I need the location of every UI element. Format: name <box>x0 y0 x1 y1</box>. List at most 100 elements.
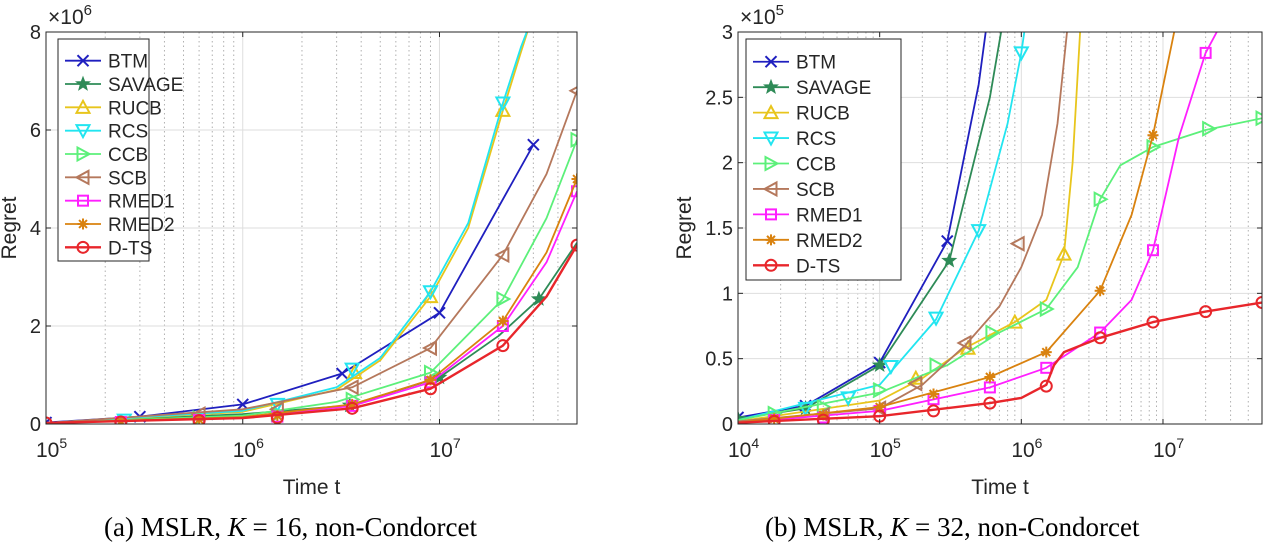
y-exponent-label: ×105 <box>740 2 784 29</box>
x-tick-label: 107 <box>429 435 460 462</box>
data-point-CCB <box>570 131 577 148</box>
legend-item-SAVAGE: SAVAGE <box>753 78 871 99</box>
data-point-D-TS <box>192 414 206 424</box>
legend-marker-RUCB <box>74 98 92 114</box>
data-point-RUCB <box>1006 313 1024 329</box>
series-CCB <box>738 110 1262 422</box>
legend-item-CCB: CCB <box>753 155 836 176</box>
series-SCB <box>738 32 1068 424</box>
legend-item-RMED1: RMED1 <box>753 205 863 226</box>
data-point-RMED2 <box>497 315 509 327</box>
ticks-b: 0 0.5 1 1.5 2 2.5 3 104 105 106 107 <box>705 22 1262 462</box>
legend-marker-RMED1 <box>765 208 777 221</box>
legend-label-RMED1: RMED1 <box>796 205 863 226</box>
data-point-RCS <box>422 285 439 301</box>
chart-b: 0 0.5 1 1.5 2 2.5 3 104 105 106 107 ×105 Time t Regre… <box>673 2 1263 499</box>
data-point-D-TS <box>1199 305 1213 319</box>
legend-marker-SCB <box>762 180 778 198</box>
legend-marker-SAVAGE <box>762 78 780 94</box>
data-point-RMED1 <box>1040 361 1053 374</box>
data-point-D-TS <box>927 404 941 418</box>
legend-marker-CCB <box>764 155 780 172</box>
y-tick-label: 3 <box>722 22 733 44</box>
data-point-SCB <box>421 339 437 357</box>
legend-item-RMED1: RMED1 <box>65 192 175 213</box>
legend-item-RCS: RCS <box>65 122 148 143</box>
legend-item-BTM: BTM <box>753 53 836 74</box>
series-line-RMED2 <box>738 32 1176 424</box>
data-point-RUCB <box>1055 245 1073 261</box>
series-line-BTM <box>738 32 987 419</box>
data-point-SCB <box>494 246 510 264</box>
legend-b: BTM SAVAGE RUCB RCS CCB SCB RMED1 RMED2 D-TS <box>745 38 902 281</box>
caption-b: (b) MSLR, K = 32, non-Condorcet <box>765 512 1139 543</box>
legend-item-CCB: CCB <box>65 145 148 166</box>
legend-label-RMED2: RMED2 <box>108 215 175 236</box>
legend-marker-CCB <box>76 145 92 163</box>
legend-item-D-TS: D-TS <box>65 238 152 259</box>
legend-item-RUCB: RUCB <box>753 104 850 125</box>
data-point-SAVAGE <box>530 290 547 306</box>
legend-item-BTM: BTM <box>65 52 148 73</box>
legend-marker-RMED1 <box>77 194 89 207</box>
series-line-SCB <box>738 32 1068 423</box>
y-tick-label: 0 <box>30 414 41 436</box>
legend-label-RCS: RCS <box>108 122 148 143</box>
x-tick-label: 106 <box>233 435 264 462</box>
y-tick-label: 0 <box>722 414 733 436</box>
y-tick-label: 2.5 <box>705 87 733 109</box>
data-point-RMED2 <box>984 371 996 383</box>
series-line-CCB <box>46 139 577 424</box>
legend-item-RUCB: RUCB <box>65 98 162 119</box>
caption-a-prefix: (a) MSLR, <box>104 512 228 542</box>
data-point-CCB <box>496 290 512 308</box>
legend-label-SCB: SCB <box>796 180 835 201</box>
legend-label-SCB: SCB <box>108 168 147 189</box>
legend-marker-D-TS <box>76 240 90 254</box>
data-point-D-TS <box>46 416 53 424</box>
data-point-D-TS <box>1093 331 1107 345</box>
y-tick-label: 8 <box>30 22 41 44</box>
legend-marker-D-TS <box>764 258 778 272</box>
legend-marker-RMED2 <box>77 218 89 230</box>
data-point-RMED2 <box>768 413 780 424</box>
legend-marker-BTM <box>76 54 90 67</box>
legend-label-BTM: BTM <box>108 52 148 73</box>
legend-label-RUCB: RUCB <box>796 104 850 125</box>
legend-item-SAVAGE: SAVAGE <box>65 75 183 96</box>
series-group-a <box>46 32 577 424</box>
data-point-SAVAGE <box>941 252 958 268</box>
data-point-RCS <box>797 401 814 417</box>
legend-item-RCS: RCS <box>753 129 836 150</box>
legend-label-RUCB: RUCB <box>108 98 162 119</box>
data-point-SCB <box>956 334 972 352</box>
x-tick-label: 105 <box>36 435 67 462</box>
data-point-RCS <box>1013 46 1030 62</box>
data-point-RMED2 <box>1094 285 1106 297</box>
data-point-BTM <box>335 367 349 380</box>
data-point-RCS <box>882 360 900 376</box>
data-point-SCB <box>343 379 359 396</box>
data-point-SAVAGE <box>431 369 448 385</box>
data-point-D-TS <box>1146 315 1160 329</box>
legend-label-SAVAGE: SAVAGE <box>796 78 871 99</box>
series-line-CCB <box>738 117 1262 421</box>
data-point-BTM <box>527 138 540 151</box>
data-point-CCB <box>1146 138 1162 156</box>
legend-label-SAVAGE: SAVAGE <box>108 75 183 96</box>
series-line-RUCB <box>738 32 1081 423</box>
data-point-D-TS <box>816 413 830 424</box>
series-line-D-TS <box>738 301 1262 424</box>
legend-item-SCB: SCB <box>65 168 147 189</box>
y-tick-label: 1 <box>722 283 733 305</box>
caption-b-prefix: (b) MSLR, <box>765 512 891 542</box>
y-tick-label: 4 <box>30 218 41 240</box>
series-D-TS <box>738 295 1262 424</box>
data-point-D-TS <box>345 401 359 415</box>
legend-marker-RMED2 <box>765 234 777 246</box>
legend-item-RMED2: RMED2 <box>753 231 863 252</box>
y-axis-label: Regret <box>0 196 21 259</box>
series-group-b <box>738 32 1262 424</box>
